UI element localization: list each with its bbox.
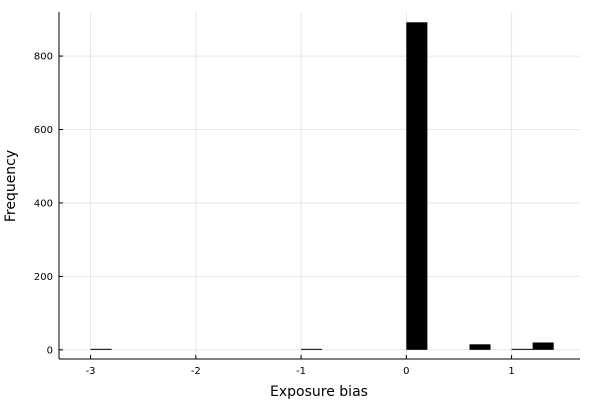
histogram-bar: [301, 348, 323, 350]
bar-layer: [90, 22, 554, 350]
grid-layer: [59, 12, 580, 359]
axis-layer: [58, 12, 580, 360]
y-tick-label: 400: [34, 198, 53, 209]
histogram-bar: [532, 342, 554, 350]
x-tick-label: -2: [191, 366, 201, 377]
x-tick-label: 0: [403, 366, 409, 377]
y-tick-label: 200: [34, 272, 53, 283]
y-tick-label: 800: [34, 52, 53, 63]
histogram-bar: [469, 344, 491, 350]
x-axis-label: Exposure bias: [270, 384, 368, 400]
histogram-bar: [406, 22, 428, 350]
x-tick-label: 1: [508, 366, 514, 377]
y-tick-label: 0: [47, 345, 53, 356]
histogram-bar: [511, 348, 533, 350]
histogram-bar: [90, 348, 112, 350]
x-tick-label: -3: [86, 366, 96, 377]
x-tick-label: -1: [296, 366, 306, 377]
y-axis-label: Frequency: [3, 150, 19, 222]
y-tick-label: 600: [34, 125, 53, 136]
tick-label-layer: -3 -2 -1 0 1 0 200 400 600 800: [34, 52, 515, 377]
